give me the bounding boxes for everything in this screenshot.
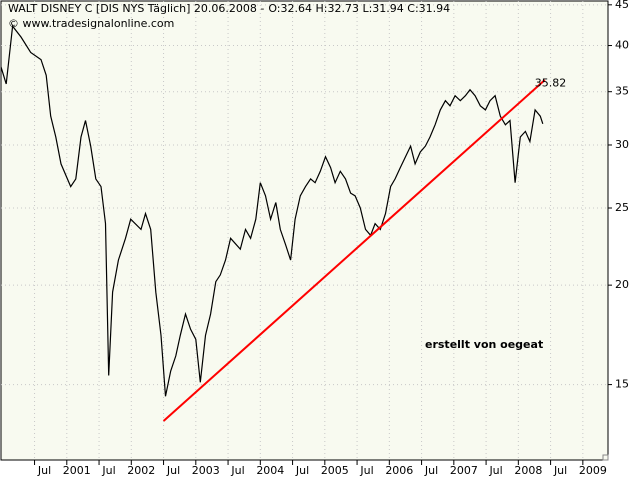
x-tick-label: Jul <box>295 464 309 477</box>
x-tick-label: 2002 <box>127 464 155 477</box>
y-tick-label: 30 <box>615 138 629 151</box>
x-tick-label: 2008 <box>514 464 542 477</box>
quote: O:32.64 H:32.73 L:31.94 C:31.94 <box>268 2 450 15</box>
x-tick-label: 2005 <box>321 464 349 477</box>
trend-line <box>162 79 546 422</box>
x-tick-label: Jul <box>488 464 502 477</box>
source: © www.tradesignalonline.com <box>8 17 174 30</box>
x-tick-label: 2003 <box>192 464 220 477</box>
x-tick-label: 2004 <box>256 464 284 477</box>
x-tick-label: Jul <box>553 464 567 477</box>
grid <box>1 1 608 460</box>
chart-title: WALT DISNEY C [DIS NYS Täglich] 20.06.20… <box>8 2 264 15</box>
y-tick-label: 45 <box>615 0 629 11</box>
resize-grip <box>602 454 609 461</box>
y-tick-label: 25 <box>615 201 629 214</box>
annotation: erstellt von oegeat <box>425 338 543 351</box>
x-tick-label: Jul <box>230 464 244 477</box>
y-tick-label: 15 <box>615 378 629 391</box>
plot-area <box>0 0 609 461</box>
x-tick-label: Jul <box>37 464 51 477</box>
y-tick-label: 35 <box>615 85 629 98</box>
x-tick-label: Jul <box>359 464 373 477</box>
y-tick-label: 40 <box>615 39 629 52</box>
x-tick-label: 2001 <box>63 464 91 477</box>
x-tick-label: Jul <box>424 464 438 477</box>
x-tick-label: Jul <box>101 464 115 477</box>
x-tick-label: 2006 <box>385 464 413 477</box>
y-tick-label: 20 <box>615 278 629 291</box>
trend-label: 35.82 <box>535 77 567 90</box>
x-tick-label: 2007 <box>450 464 478 477</box>
x-tick-label: 2009 <box>579 464 607 477</box>
price-line <box>0 24 544 397</box>
marks <box>0 24 546 422</box>
x-tick-label: Jul <box>166 464 180 477</box>
